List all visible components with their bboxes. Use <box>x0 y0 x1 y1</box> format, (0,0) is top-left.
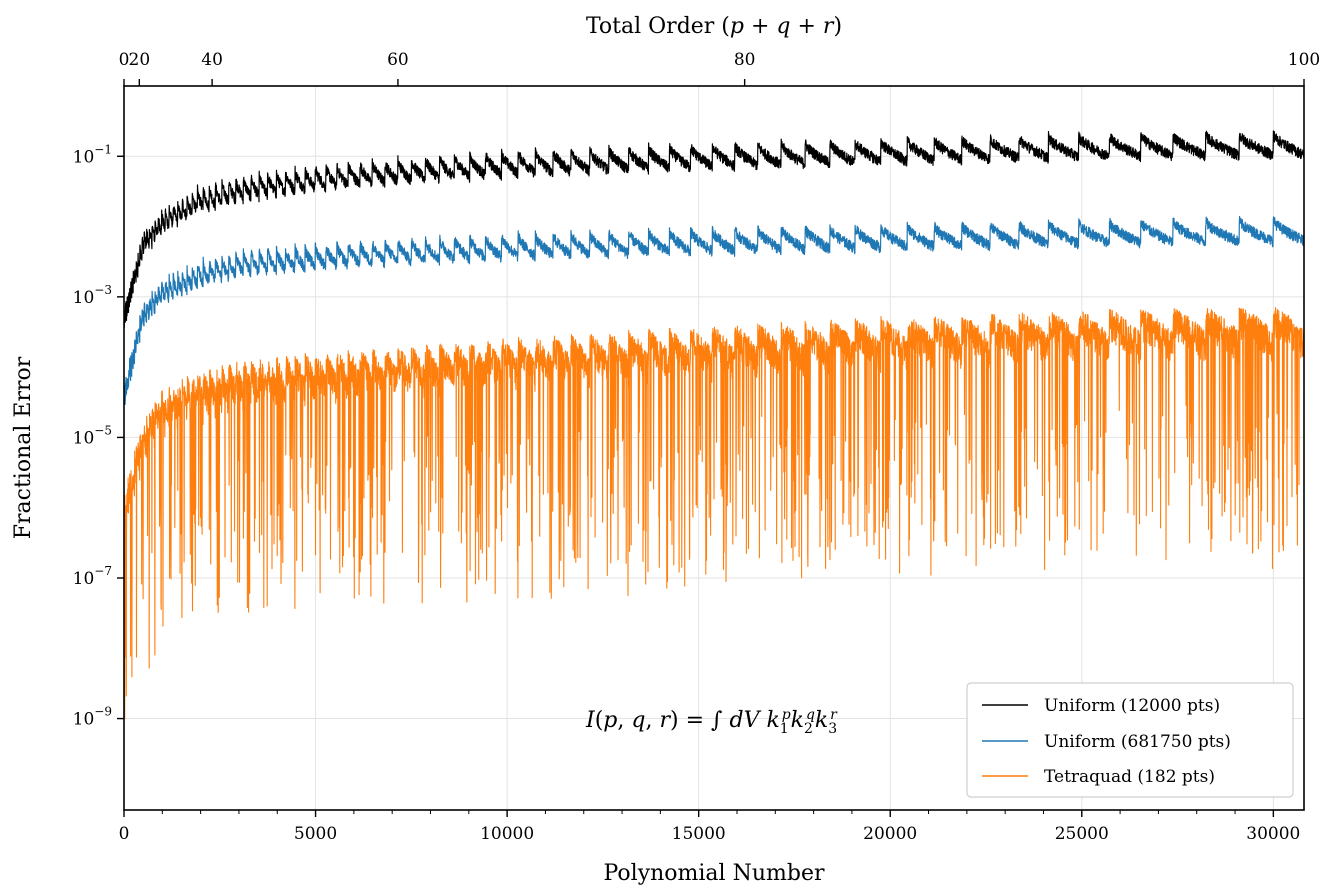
top-x-tick-label: 60 <box>387 50 409 70</box>
formula-sub2: 2 <box>804 721 813 737</box>
formula-k2: k <box>791 708 804 733</box>
formula-lhs: I <box>585 708 596 733</box>
y-tick-label: 10−5 <box>73 423 112 448</box>
y-tick-exponent: −1 <box>94 142 112 156</box>
formula-sup1: p <box>782 707 791 723</box>
y-tick-base: 10 <box>73 428 95 448</box>
top-x-axis-title-op2: + <box>791 14 823 39</box>
formula-args: ( <box>595 708 604 733</box>
formula-annotation: I(p, q, r) = ∫ dV k1pk2qk3r <box>585 707 838 737</box>
y-tick-exponent: −3 <box>94 283 112 297</box>
y-tick-base: 10 <box>73 710 95 730</box>
legend: Uniform (12000 pts) Uniform (681750 pts)… <box>966 682 1294 798</box>
y-tick-label: 10−9 <box>73 705 112 730</box>
top-x-tick-label: 100 <box>1288 50 1320 70</box>
y-tick-label: 10−3 <box>73 283 112 308</box>
top-x-axis-title-prefix: Total Order ( <box>586 14 730 39</box>
y-axis-title: Fractional Error <box>11 356 36 539</box>
x-tick-label: 20000 <box>863 824 917 844</box>
x-tick-label: 5000 <box>294 824 337 844</box>
top-x-axis-title-vars: p <box>730 14 744 39</box>
x-tick-label: 25000 <box>1055 824 1109 844</box>
formula-k3: k <box>815 708 828 733</box>
y-tick-label: 10−7 <box>73 564 112 589</box>
formula-sup3: r <box>830 707 838 723</box>
x-tick-label: 10000 <box>480 824 534 844</box>
formula-c1: , <box>617 708 631 733</box>
top-x-axis-title-q: q <box>776 14 790 39</box>
top-x-axis-title-suffix: ) <box>833 14 842 39</box>
formula-eq: ) = ∫ <box>670 708 729 733</box>
top-x-tick-label: 80 <box>734 50 756 70</box>
formula-c2: , <box>645 708 659 733</box>
y-tick-exponent: −7 <box>94 564 112 578</box>
formula-q: q <box>631 708 645 733</box>
top-x-axis-title-op1: + <box>744 14 776 39</box>
series-line-2 <box>123 307 1305 719</box>
y-tick-base: 10 <box>73 288 95 308</box>
y-tick-base: 10 <box>73 569 95 589</box>
top-x-tick-label: 20 <box>129 50 151 70</box>
formula-r: r <box>659 708 671 733</box>
legend-label-uniform-681750: Uniform (681750 pts) <box>1044 732 1231 752</box>
formula-p: p <box>603 708 617 733</box>
top-x-axis-title: Total Order (p + q + r) <box>586 14 842 39</box>
x-tick-label: 30000 <box>1246 824 1300 844</box>
plot-frame <box>123 85 1305 811</box>
y-tick-label: 10−1 <box>73 142 112 167</box>
y-tick-exponent: −5 <box>94 423 112 437</box>
legend-label-uniform-12000: Uniform (12000 pts) <box>1044 696 1220 716</box>
formula-sub3: 3 <box>828 721 837 737</box>
series-layer <box>123 130 1305 719</box>
legend-label-tetraquad: Tetraquad (182 pts) <box>1044 767 1215 787</box>
top-x-axis-title-r: r <box>823 14 835 39</box>
series-line-1 <box>123 215 1305 405</box>
series-line-0 <box>123 130 1305 329</box>
formula-dv: dV k <box>729 708 779 733</box>
y-tick-base: 10 <box>73 147 95 167</box>
formula-sub1: 1 <box>780 721 789 737</box>
top-x-tick-label: 0 <box>119 50 130 70</box>
x-tick-label: 0 <box>119 824 130 844</box>
top-x-tick-label: 40 <box>201 50 223 70</box>
legend-box <box>966 682 1294 798</box>
x-tick-label: 15000 <box>672 824 726 844</box>
x-axis-title: Polynomial Number <box>604 861 825 886</box>
formula-sup2: q <box>806 707 815 723</box>
y-tick-exponent: −9 <box>94 705 112 719</box>
